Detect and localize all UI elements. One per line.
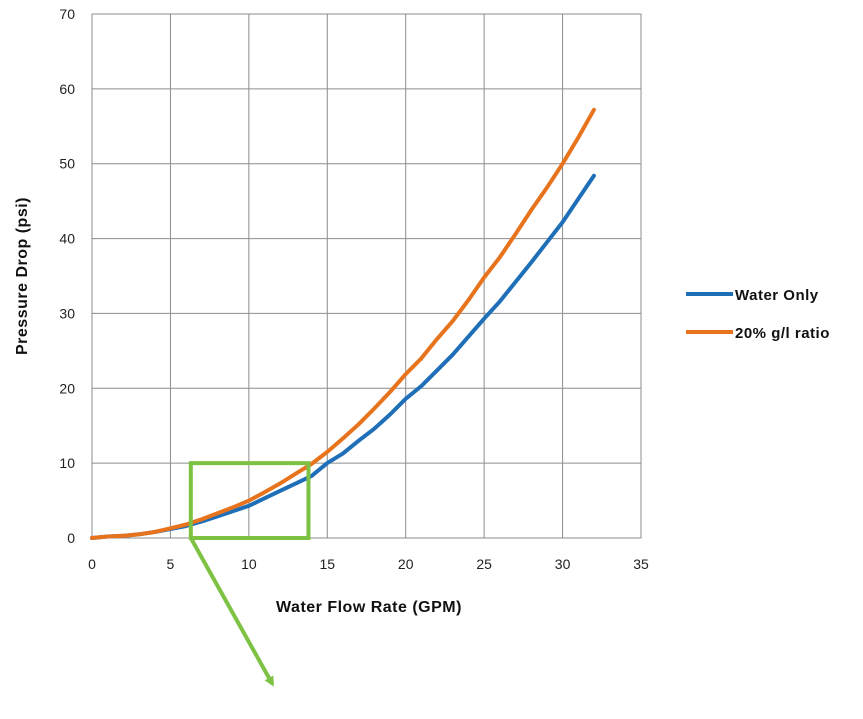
y-tick-label: 70 [59, 6, 75, 22]
x-tick-label: 25 [476, 556, 492, 572]
x-tick-label: 5 [167, 556, 175, 572]
x-tick-label: 10 [241, 556, 257, 572]
legend-label-20-gl-ratio: 20% g/l ratio [735, 325, 830, 342]
x-axis-title: Water Flow Rate (GPM) [276, 599, 462, 616]
zoom-arrow [189, 537, 275, 687]
legend-label-water-only: Water Only [735, 287, 819, 304]
y-tick-label: 10 [59, 455, 75, 471]
legend: Water Only 20% g/l ratio [686, 287, 830, 342]
y-axis-ticks: 0 10 20 30 40 50 60 70 [59, 6, 75, 546]
y-tick-label: 50 [59, 156, 75, 172]
y-tick-label: 20 [59, 380, 75, 396]
y-tick-label: 60 [59, 81, 75, 97]
y-axis-title: Pressure Drop (psi) [14, 197, 31, 355]
x-tick-label: 30 [555, 556, 571, 572]
x-axis-ticks: 0 5 10 15 20 25 30 35 [88, 556, 649, 572]
plot-border [91, 13, 642, 539]
plot-frame [91, 13, 642, 539]
y-tick-label: 30 [59, 305, 75, 321]
series-line-20-gl-ratio [90, 107, 596, 540]
y-tick-label: 40 [59, 231, 75, 247]
x-tick-label: 35 [633, 556, 649, 572]
x-tick-label: 0 [88, 556, 96, 572]
series-lines [90, 107, 596, 540]
highlight-box [188, 461, 311, 540]
annotations [188, 461, 311, 687]
x-tick-label: 20 [398, 556, 414, 572]
y-tick-label: 0 [67, 530, 75, 546]
x-tick-label: 15 [319, 556, 335, 572]
gridlines [91, 13, 642, 539]
